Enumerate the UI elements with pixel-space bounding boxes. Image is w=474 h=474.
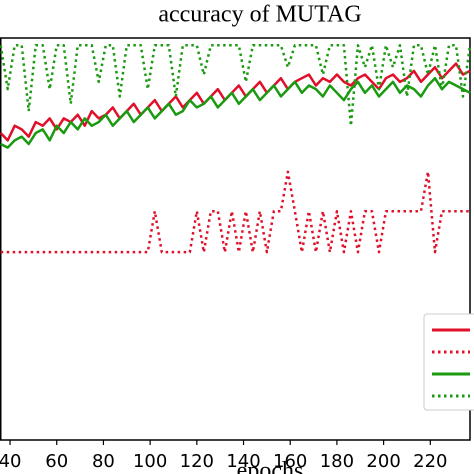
x-tick-label: 160 (273, 451, 307, 472)
series-line (0, 170, 470, 254)
legend-box (423, 313, 474, 411)
x-tick-label: 60 (45, 451, 68, 472)
x-tick-label: 220 (413, 451, 447, 472)
plot-frame (0, 37, 471, 441)
x-tick-label: 180 (320, 451, 354, 472)
chart-title: accuracy of MUTAG (158, 2, 361, 28)
series-line (0, 62, 471, 142)
series-line (0, 76, 471, 149)
x-tick-label: 120 (180, 451, 214, 472)
x-tick-label: 140 (226, 451, 260, 472)
x-tick-label: 100 (133, 451, 167, 472)
series-line (0, 44, 472, 127)
x-axis-label: epochs (237, 458, 304, 474)
x-tick-label: 80 (92, 451, 115, 472)
x-tick-label: 200 (366, 451, 400, 472)
x-tick-label: 40 (0, 451, 21, 472)
